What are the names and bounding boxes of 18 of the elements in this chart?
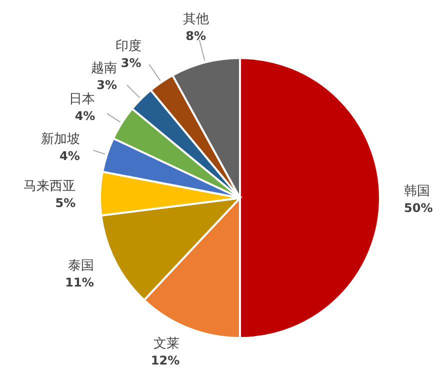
data-label: 11% [65, 275, 94, 290]
data-label: 5% [55, 196, 76, 210]
slice-label: 日本 [69, 92, 96, 108]
slice-label: 越南 [91, 61, 118, 76]
slice-label: 新加坡 [40, 132, 80, 147]
slice-label: 文莱 [154, 336, 180, 352]
data-label: 3% [96, 78, 118, 92]
data-label: 50% [404, 201, 433, 215]
slice-label: 韩国 [404, 184, 430, 199]
data-label: 4% [74, 109, 96, 124]
data-label: 4% [60, 148, 80, 163]
slice-label: 印度 [115, 38, 142, 54]
slice-label: 泰国 [68, 258, 94, 274]
data-label: 12% [150, 353, 180, 368]
slice-label: 其他 [182, 12, 209, 28]
data-label: 3% [120, 56, 142, 70]
slice-label: 马来西亚 [24, 178, 76, 194]
data-label: 8% [186, 29, 206, 44]
